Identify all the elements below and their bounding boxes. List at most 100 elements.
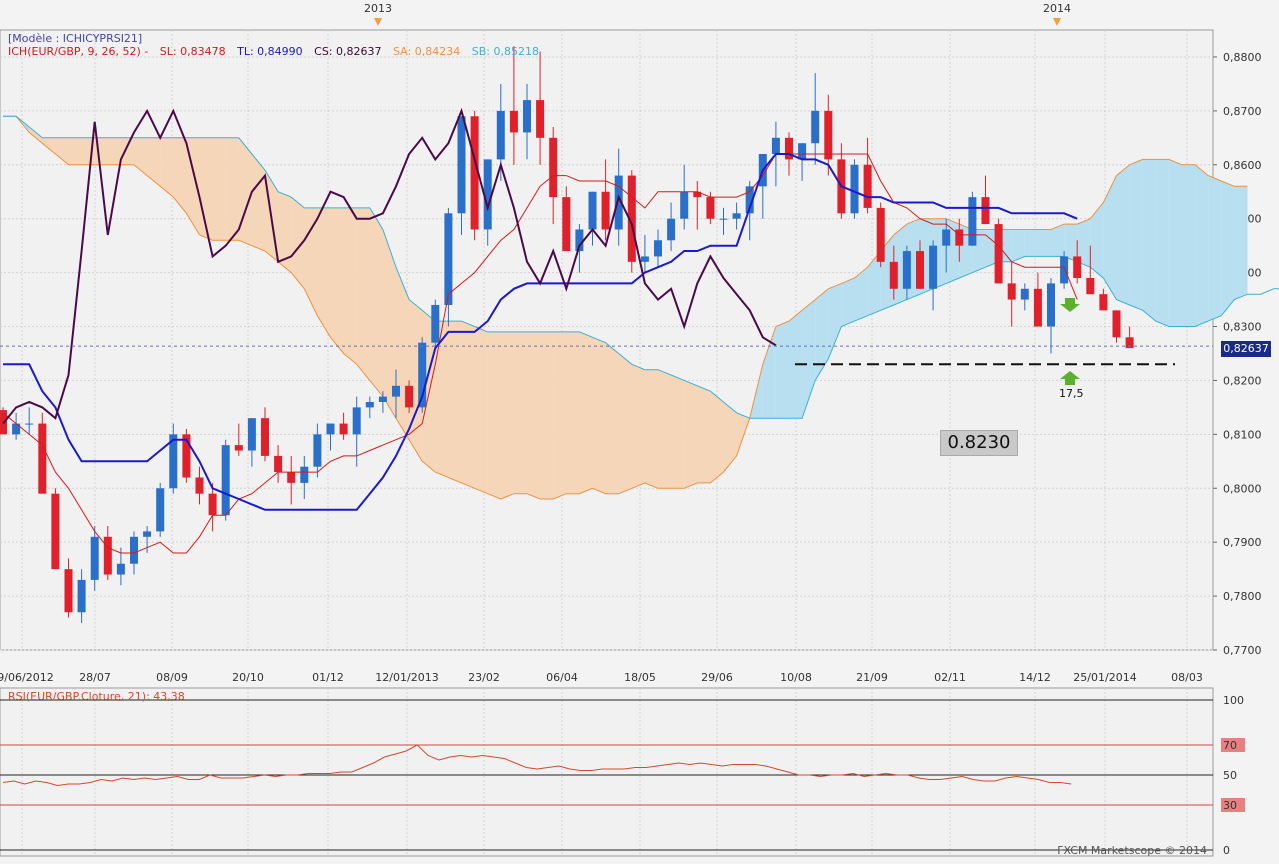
candle-body [483,159,492,230]
candle-body [1007,283,1016,300]
model-label: [Modèle : ICHICYPRSI21] [8,32,143,45]
x-tick-label: 09/06/2012 [0,671,54,684]
candle-body [824,110,833,160]
candle-body [77,579,86,613]
x-tick-label: 02/11 [934,671,966,684]
candle-body [902,251,911,289]
candle-body [496,110,505,160]
candle-body [1099,294,1108,311]
candle-body [156,488,165,532]
kumo-segment [775,321,789,419]
y-tick-label: 0,8100 [1223,428,1262,441]
kumo-segment [435,321,449,478]
target-price-label: 0.8230 [940,430,1018,456]
candle-body [64,569,73,613]
brand-label: FXCM Marketscope © 2014 [1057,844,1207,857]
kumo-segment [1077,218,1091,268]
kumo-segment [644,369,658,489]
kumo-segment [225,137,239,241]
kumo-segment [1116,164,1130,305]
cs-label: CS: 0,82637 [314,45,382,58]
x-tick-label: 20/10 [232,671,264,684]
x-tick-label: 08/03 [1171,671,1203,684]
y-tick-label: 0,7700 [1223,644,1262,657]
tl-label: TL: 0,84990 [237,45,303,58]
candle-body [352,407,361,435]
kumo-segment [120,137,134,165]
candle-body [745,186,754,214]
x-tick-label: 23/02 [468,671,500,684]
y-tick-label: 0,8300 [1223,321,1262,334]
kumo-segment [1155,159,1169,327]
candle-body [601,191,610,230]
x-tick-label: 06/04 [546,671,578,684]
kumo-segment [160,137,174,198]
candle-body [182,434,191,478]
candle-body [667,218,676,241]
candle-body [1060,256,1069,284]
kumo-segment [631,364,645,489]
candle-body [627,175,636,262]
senkou-span-a-line [3,115,1248,500]
candle-body [981,197,990,225]
kumo-segment [68,137,82,165]
y-tick-label: 0,8200 [1223,374,1262,387]
candle-body [1073,256,1082,278]
kijun-sen-line [2,153,1078,554]
kumo-segment [330,207,344,354]
kumo-segment [278,191,292,273]
kumo-segment [540,331,554,500]
candle-body [916,251,924,289]
y-tick-label: 0,7800 [1223,590,1262,603]
candle-body [313,434,322,467]
kumo-segment [1051,224,1065,257]
candle-body [51,493,60,570]
rsi-tick-label: 30 [1223,799,1237,812]
kumo-segment [579,331,593,494]
kumo-segment [500,331,514,500]
kumo-segment [343,207,357,365]
kumo-segment [1234,186,1248,300]
candle-body [798,143,807,160]
candle-body [365,402,374,408]
kumo-segment [815,288,829,381]
candle-body [1020,288,1029,300]
kumo-segment [513,331,527,494]
rsi-tick-label: 70 [1223,739,1237,752]
kumo-segment [1090,202,1104,278]
kumo-segment [946,218,960,284]
kumo-segment [147,137,161,187]
candle-body [234,445,243,451]
kumo-segment [762,326,776,419]
price-plot-area [0,29,1214,651]
candle-body [1033,288,1042,327]
sl-label: SL: 0,83478 [159,45,226,58]
kumo-segment [697,385,711,483]
rsi-level-badge [1221,738,1245,752]
kumo-segment [1064,224,1078,262]
candle-body [942,229,951,246]
candle-body [614,175,623,230]
candle-body [719,218,728,220]
kumo-segment [684,380,698,489]
kumo-segment [710,391,724,483]
kumo-segment [461,321,475,489]
kumo-segment [29,127,43,144]
kumo-segment [1168,159,1182,327]
up-arrow-icon [1060,371,1080,385]
kumo-segment [382,229,396,419]
candle-body [549,137,558,198]
candle-body [1112,310,1121,338]
year-marker-arrow [374,18,382,26]
candle-body [130,536,138,564]
kumo-segment [474,326,488,494]
candle-body [339,423,348,435]
kumo-segment [1221,180,1235,316]
kumo-segment [356,207,370,381]
year-marker-label: 2014 [1043,2,1071,15]
candle-body [680,191,689,219]
kumo-segment [1011,229,1025,262]
year-marker-arrow [1053,18,1061,26]
